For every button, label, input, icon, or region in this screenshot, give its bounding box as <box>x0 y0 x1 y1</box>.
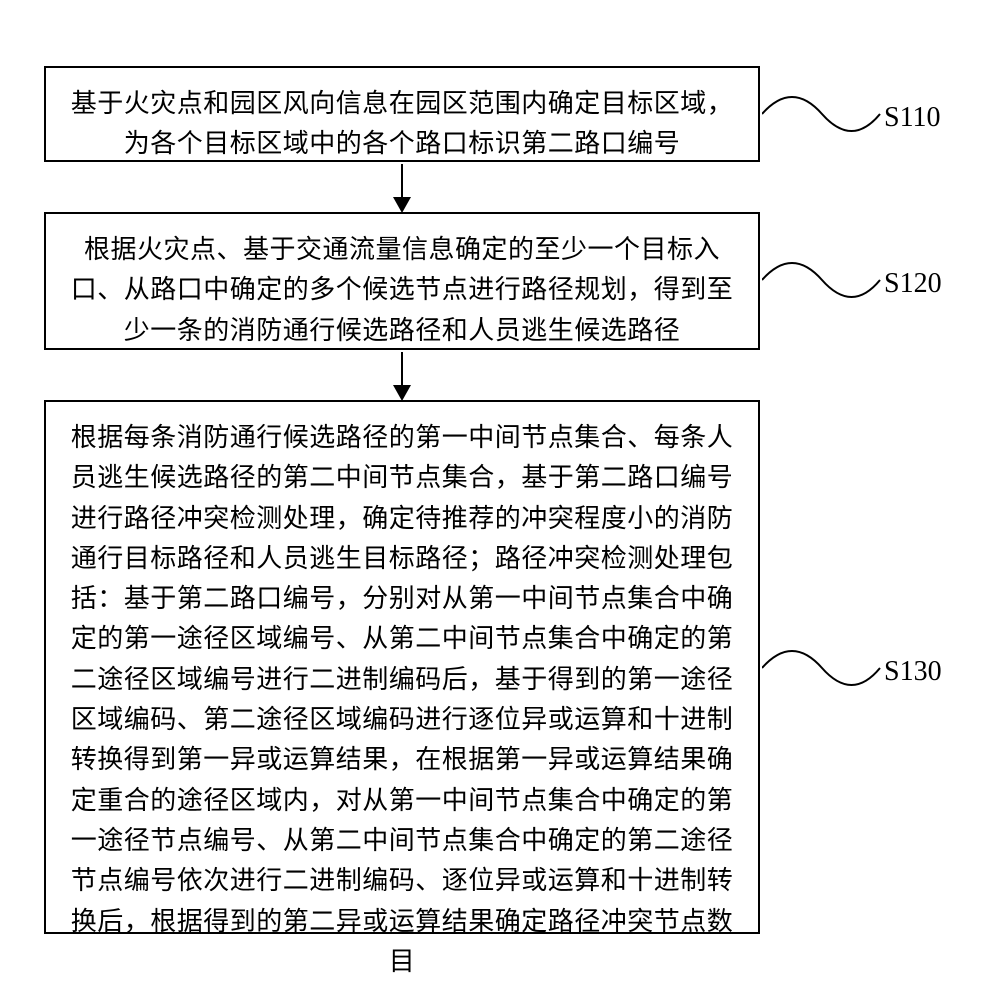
connector-s130 <box>762 640 882 696</box>
arrow-s120-s130 <box>393 352 411 401</box>
step-box-s110: 基于火灾点和园区风向信息在园区范围内确定目标区域，为各个目标区域中的各个路口标识… <box>44 66 760 162</box>
label-text-s130: S130 <box>884 656 942 687</box>
step-text-s130: 根据每条消防通行候选路径的第一中间节点集合、每条人员逃生候选路径的第二中间节点集… <box>70 418 734 982</box>
arrow-s110-s120 <box>393 164 411 213</box>
step-text-s120: 根据火灾点、基于交通流量信息确定的至少一个目标入口、从路口中确定的多个候选节点进… <box>70 230 734 351</box>
label-s110: S110 <box>884 102 941 134</box>
label-text-s120: S120 <box>884 268 942 299</box>
connector-s120 <box>762 252 882 308</box>
connector-s110 <box>762 86 882 142</box>
label-s130: S130 <box>884 656 942 688</box>
label-text-s110: S110 <box>884 102 941 133</box>
step-text-s110: 基于火灾点和园区风向信息在园区范围内确定目标区域，为各个目标区域中的各个路口标识… <box>70 84 734 165</box>
label-s120: S120 <box>884 268 942 300</box>
step-box-s120: 根据火灾点、基于交通流量信息确定的至少一个目标入口、从路口中确定的多个候选节点进… <box>44 212 760 350</box>
step-box-s130: 根据每条消防通行候选路径的第一中间节点集合、每条人员逃生候选路径的第二中间节点集… <box>44 400 760 934</box>
